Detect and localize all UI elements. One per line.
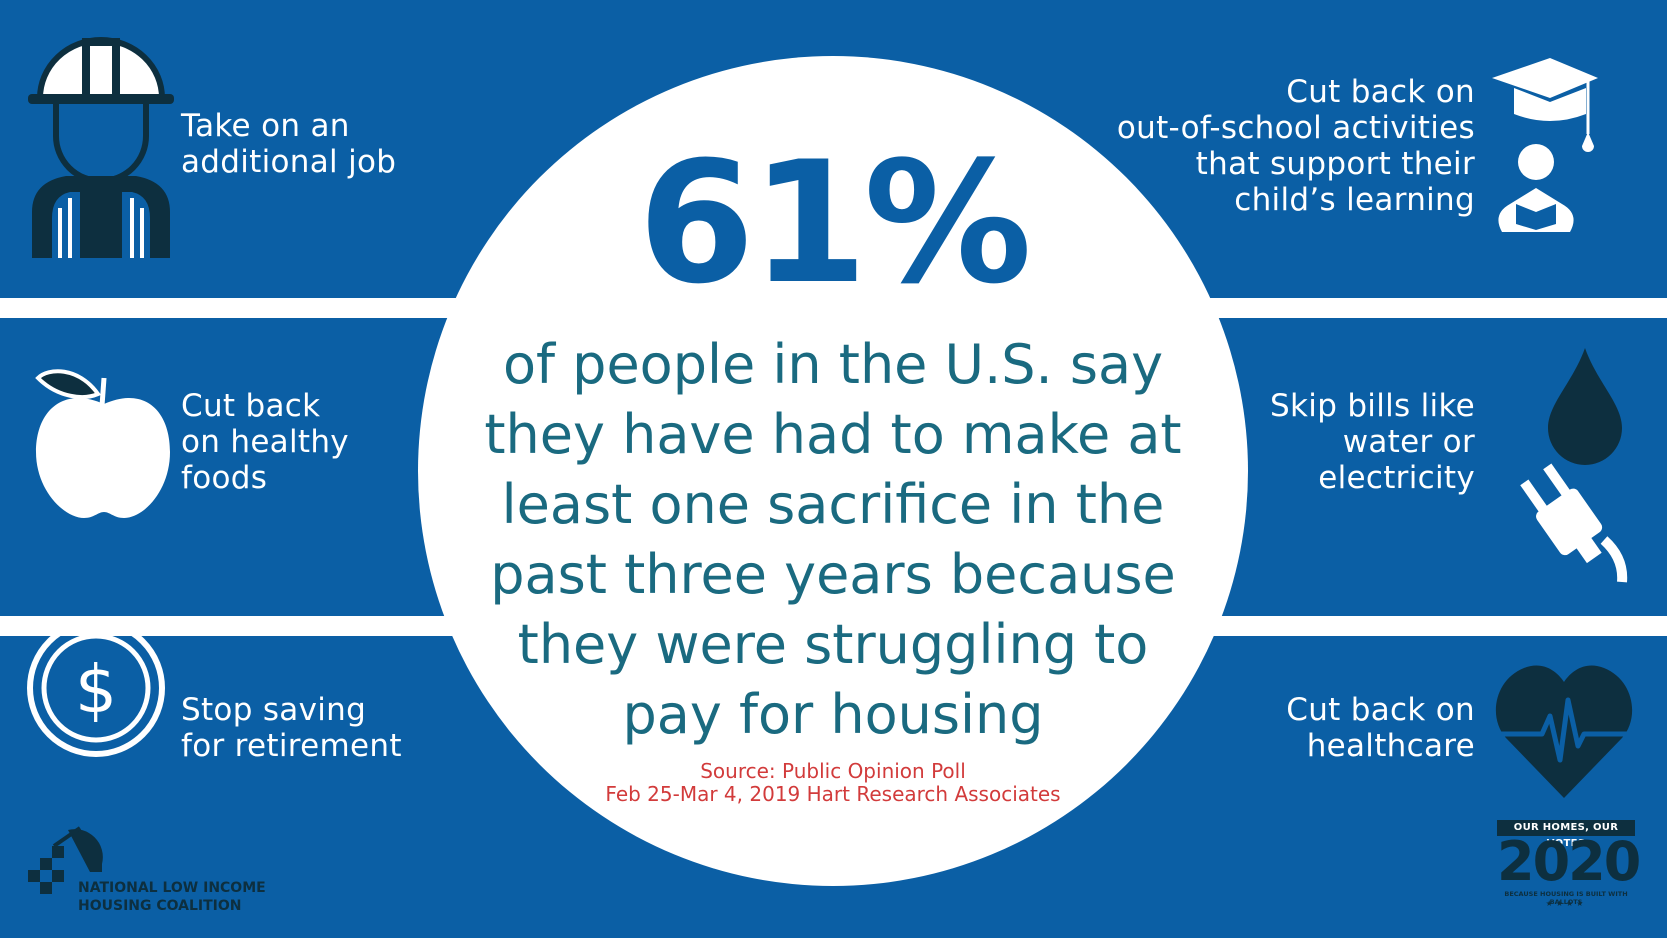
org-name: NATIONAL LOW INCOME HOUSING COALITION [78,880,266,914]
campaign-title: OUR HOMES, OUR VOTES [1497,820,1635,849]
item-label-school-activities: Cut back on out-of-school activities tha… [1116,74,1475,218]
campaign-tagline: BECAUSE HOUSING IS BUILT WITH BALLOTS [1504,890,1628,906]
headline-statement: of people in the U.S. say they have had … [484,333,1182,746]
construction-worker-icon [28,37,174,258]
item-label-healthcare: Cut back on healthcare [1286,692,1475,764]
item-label-bills: Skip bills like water or electricity [1270,388,1475,496]
nlihc-logo-icon [28,826,103,894]
graduation-reader-icon [1492,58,1598,232]
item-label-additional-job: Take on an additional job [181,108,397,180]
water-drop-plug-icon [1520,348,1628,583]
apple-icon [35,369,170,518]
campaign-year: 2020 [1497,830,1641,893]
heart-pulse-icon [1495,665,1633,798]
item-label-retirement: Stop saving for retirement [181,692,402,764]
dollar-coin-icon: $ [27,619,165,757]
item-label-healthy-foods: Cut back on healthy foods [181,388,349,496]
svg-text:$: $ [75,651,117,728]
center-circle [418,56,1248,886]
source-citation: Source: Public Opinion Poll Feb 25-Mar 4… [605,759,1061,806]
campaign-stars: ★★★★ [1545,899,1587,908]
headline-percentage: 61% [637,125,1032,321]
